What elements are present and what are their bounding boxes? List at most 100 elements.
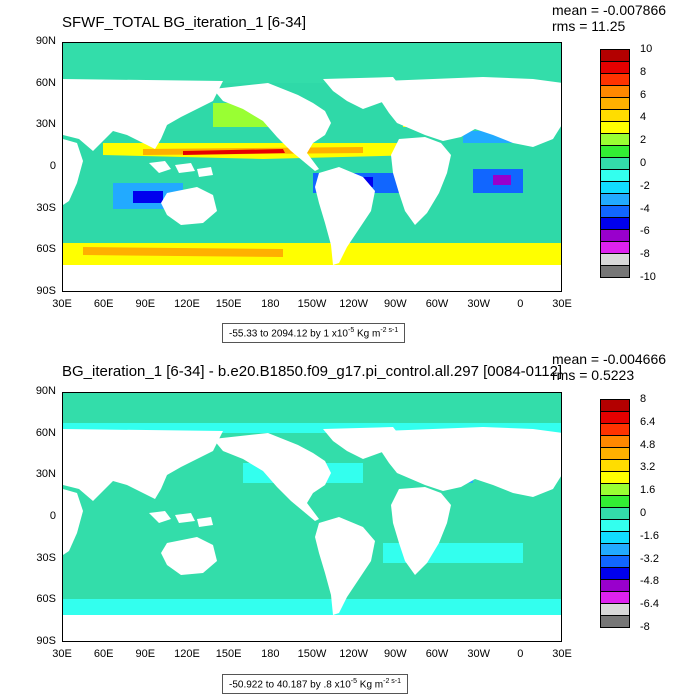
lon-tick-label: 30E [552, 298, 572, 310]
lon-tick-label: 60E [93, 298, 114, 310]
land-mask [213, 83, 331, 171]
lat-tick-label: 60N [35, 426, 56, 439]
land-mask [381, 427, 561, 497]
land-mask [381, 77, 561, 147]
land-mask [213, 433, 331, 521]
lon-tick-label: 120E [174, 648, 200, 660]
colorbar-label: 4.8 [640, 438, 656, 451]
lon-tick-label: 90E [135, 298, 156, 310]
lon-tick-label: 0 [517, 648, 524, 660]
lon-tick-label: 180 [261, 648, 280, 660]
land-mask [63, 79, 223, 151]
land-mask [63, 265, 561, 291]
lon-tick-label: 60W [425, 298, 449, 310]
land-mask [391, 137, 451, 225]
colorbar-label: -1.6 [640, 529, 659, 542]
lon-tick-label: 30W [467, 648, 490, 660]
colorbar-label: 1.6 [640, 484, 656, 497]
lat-tick-label: 90S [36, 285, 56, 297]
map-svg [63, 43, 561, 291]
land-mask [63, 615, 561, 641]
lon-tick-label: 120W [339, 648, 369, 660]
land-mask [63, 489, 83, 555]
land-mask [161, 187, 217, 225]
lon-tick-label: 150E [215, 298, 242, 310]
land-mask [391, 487, 451, 575]
colorbar-label: 0 [640, 507, 647, 519]
lon-tick-label: 60E [93, 648, 114, 660]
lat-tick-label: 90N [35, 35, 56, 47]
lat-tick-label: 0 [49, 510, 56, 522]
lon-tick-label: 30E [52, 298, 72, 310]
lon-tick-label: 90E [135, 648, 156, 660]
lat-tick-label: 0 [49, 160, 56, 172]
lon-tick-label: 0 [517, 298, 524, 310]
bottom-panel: BG_iteration_1 [6-34] - b.e20.B1850.f09_… [0, 350, 700, 700]
lon-tick-label: 60W [425, 648, 449, 660]
map-plot [62, 42, 562, 292]
range-text: -55.33 to 2094.12 by 1 x10 [229, 328, 348, 340]
lon-tick-label: 150E [215, 648, 242, 660]
lat-tick-label: 60S [36, 593, 56, 606]
lat-tick-label: 30S [36, 551, 56, 564]
lon-tick-label: 120W [339, 298, 369, 310]
colorbar-label: -2 [640, 179, 650, 192]
colorbar [600, 49, 630, 278]
lat-tick-label: 30N [35, 118, 56, 131]
colorbar-label: -4 [640, 202, 650, 215]
colorbar-label: -8 [640, 621, 650, 633]
land-mask [63, 429, 223, 501]
land-mask [315, 167, 375, 265]
colorbar-label: -6 [640, 225, 650, 238]
rms-stat: rms = 0.5223 [552, 367, 635, 383]
colorbar-label: 8 [640, 393, 647, 405]
land-mask [149, 511, 213, 527]
colorbar-label: -6.4 [640, 598, 659, 611]
lon-tick-label: 150W [297, 298, 327, 310]
colorbar-label: -4.8 [640, 575, 659, 588]
lon-tick-label: 90W [384, 648, 407, 660]
colorbar-swatch [600, 265, 630, 278]
lat-tick-label: 30N [35, 468, 56, 481]
colorbar-label: -10 [640, 271, 656, 283]
land-mask [315, 517, 375, 615]
plot-title: SFWF_TOTAL BG_iteration_1 [6-34] [62, 14, 306, 31]
contour-band [63, 43, 561, 83]
map-plot [62, 392, 562, 642]
colorbar-label: 4 [640, 111, 647, 124]
lat-tick-label: 60S [36, 243, 56, 256]
lon-tick-label: 30E [552, 648, 572, 660]
rms-stat: rms = 11.25 [552, 18, 626, 34]
lon-tick-label: 30E [52, 648, 72, 660]
lon-tick-label: 30W [467, 298, 490, 310]
colorbar-label: 6.4 [640, 415, 656, 428]
lon-tick-label: 180 [261, 298, 280, 310]
plot-title: BG_iteration_1 [6-34] - b.e20.B1850.f09_… [62, 363, 563, 380]
colorbar-label: -3.2 [640, 552, 659, 565]
colorbar-label: 3.2 [640, 461, 656, 474]
mean-stat: mean = -0.007866 [552, 2, 667, 18]
colorbar [600, 399, 630, 628]
colorbar-swatch [600, 615, 630, 628]
land-mask [161, 537, 217, 575]
lon-tick-label: 150W [297, 648, 327, 660]
map-svg [63, 393, 561, 641]
range-units: Kg m [357, 328, 381, 340]
lat-tick-label: 30S [36, 201, 56, 214]
colorbar-label: 0 [640, 157, 647, 169]
lat-tick-label: 90N [35, 385, 56, 397]
range-units: Kg m [359, 679, 384, 691]
contour-band [493, 175, 511, 185]
range-info: -50.922 to 40.187 by .8 x10-5 Kg m-2 s-1 [222, 674, 409, 695]
mean-stat: mean = -0.004666 [552, 351, 667, 367]
colorbar-label: 2 [640, 134, 647, 147]
contour-band [133, 191, 163, 203]
contour-band [83, 247, 283, 257]
lon-tick-label: 120E [174, 298, 200, 310]
land-mask [63, 139, 83, 205]
colorbar-label: -8 [640, 248, 650, 261]
colorbar-label: 6 [640, 88, 647, 101]
lat-tick-label: 90S [36, 635, 56, 647]
contour-band [183, 149, 285, 155]
lat-tick-label: 60N [35, 76, 56, 89]
